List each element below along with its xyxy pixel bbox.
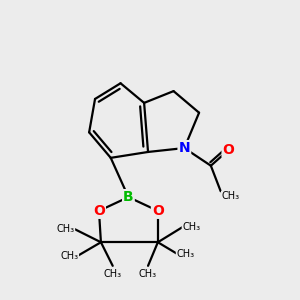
Text: O: O xyxy=(152,204,164,218)
Text: CH₃: CH₃ xyxy=(61,251,79,261)
Text: CH₃: CH₃ xyxy=(221,191,239,201)
Text: O: O xyxy=(223,143,235,157)
Text: CH₃: CH₃ xyxy=(103,269,122,279)
Text: CH₃: CH₃ xyxy=(182,222,200,232)
Text: N: N xyxy=(178,141,190,155)
Text: B: B xyxy=(123,190,134,204)
Text: CH₃: CH₃ xyxy=(176,249,194,259)
Text: CH₃: CH₃ xyxy=(56,224,75,233)
Text: O: O xyxy=(93,204,105,218)
Text: CH₃: CH₃ xyxy=(139,269,157,279)
